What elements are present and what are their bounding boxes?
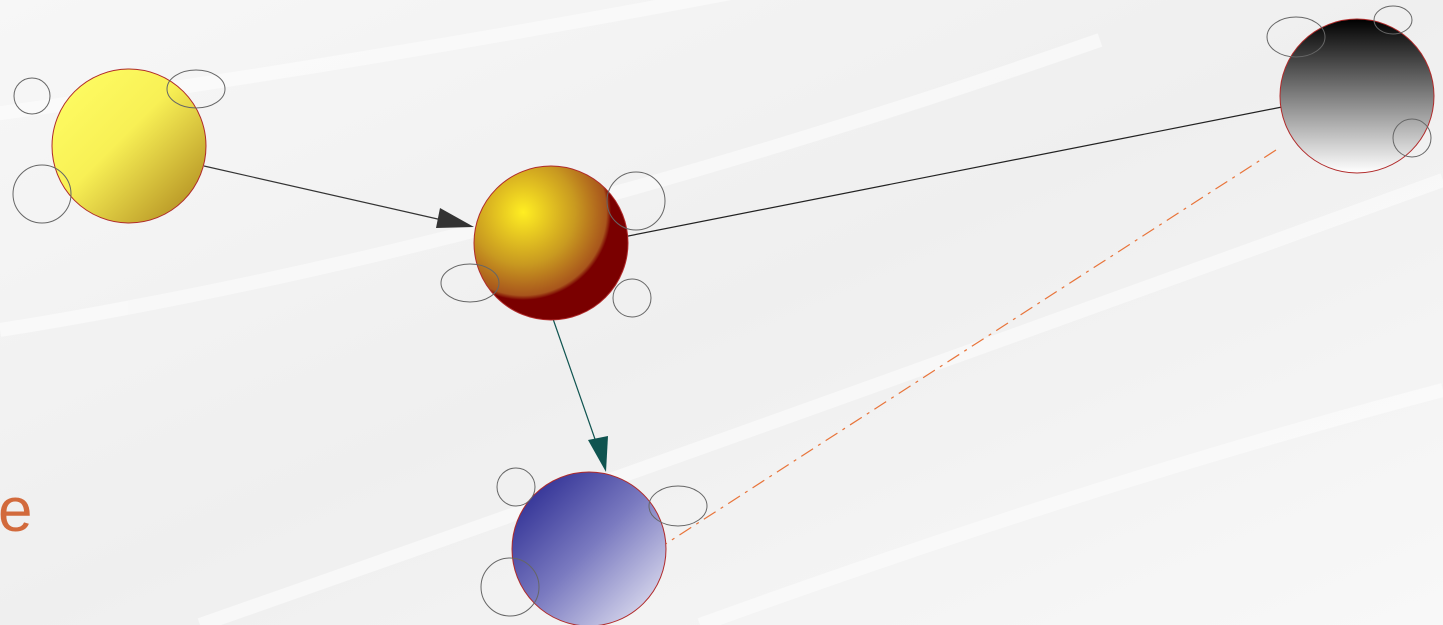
partial-title-text: e [0, 476, 33, 545]
handle-ellipse[interactable] [166, 69, 226, 109]
handle-ellipse[interactable] [1392, 118, 1432, 158]
handle-ellipse[interactable] [13, 77, 51, 115]
node-orange-sphere [473, 165, 629, 321]
node-blue-sphere [511, 471, 667, 625]
handle-ellipse[interactable] [606, 171, 666, 231]
edge-orange-to-blue [551, 315, 597, 443]
edges [203, 106, 1283, 546]
arrowhead-blue [588, 436, 608, 472]
edge-black-to-blue [663, 149, 1277, 546]
handle-ellipse[interactable] [440, 263, 500, 303]
handle-ellipse[interactable] [1373, 5, 1413, 35]
handle-ellipse[interactable] [496, 467, 536, 507]
edge-orange-to-black [607, 106, 1283, 241]
node-black-sphere [1279, 18, 1435, 174]
handle-ellipse[interactable] [12, 164, 72, 224]
node-orange[interactable] [440, 165, 666, 321]
node-yellow[interactable] [12, 68, 226, 224]
handle-ellipse[interactable] [612, 278, 652, 318]
node-blue[interactable] [480, 467, 708, 625]
node-black[interactable] [1266, 5, 1435, 174]
node-yellow-sphere [51, 68, 207, 224]
edge-yellow-to-orange [203, 165, 443, 221]
handle-ellipse[interactable] [480, 557, 540, 617]
handle-ellipse[interactable] [1266, 16, 1326, 58]
arrowhead-orange [436, 208, 474, 228]
handle-ellipse[interactable] [648, 485, 708, 527]
